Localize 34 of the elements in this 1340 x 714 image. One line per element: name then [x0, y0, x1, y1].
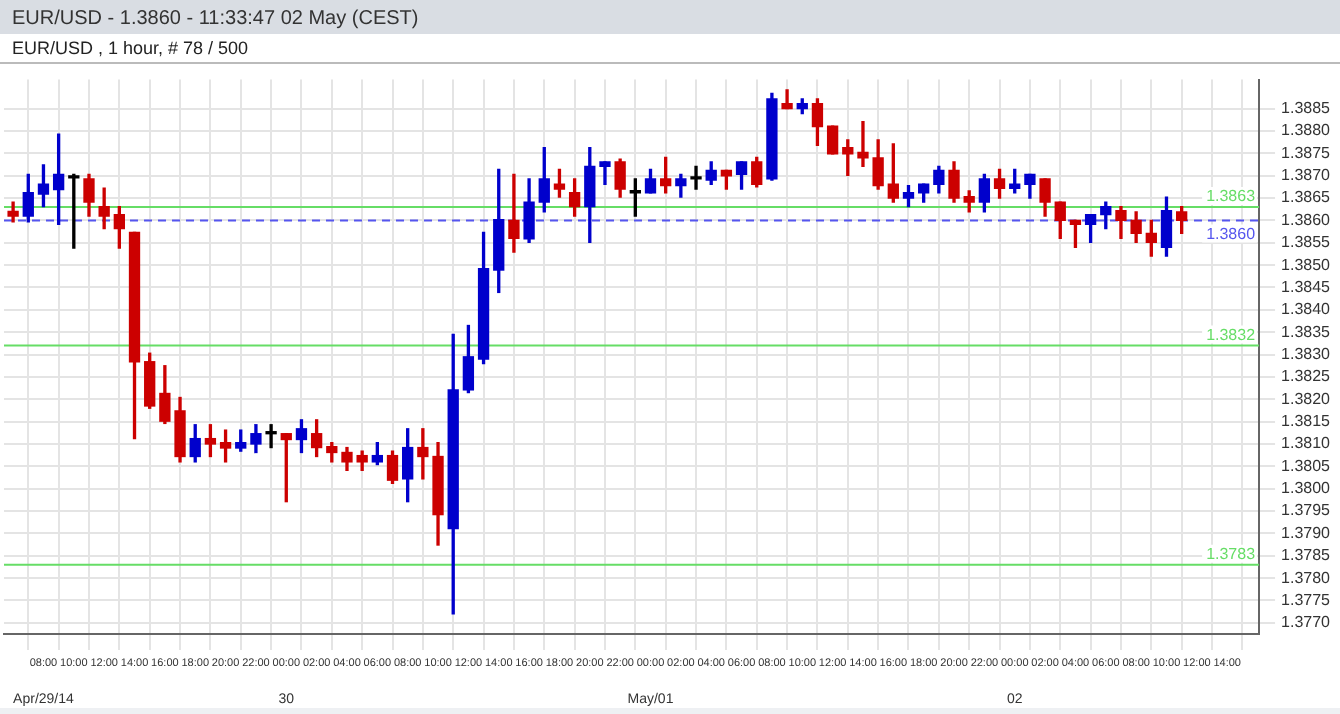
ref-line-label: 1.3832 — [1206, 326, 1257, 345]
y-tick-label: 1.3825 — [1281, 367, 1332, 386]
chart-subtitle: EUR/USD , 1 hour, # 78 / 500 — [0, 34, 1340, 64]
y-tick-label: 1.3855 — [1281, 233, 1332, 252]
y-tick-label: 1.3845 — [1281, 277, 1332, 296]
y-tick-label: 1.3830 — [1281, 344, 1332, 363]
y-tick-label: 1.3870 — [1281, 166, 1332, 185]
ref-line-label: 1.3860 — [1206, 224, 1257, 243]
y-tick-label: 1.3770 — [1281, 613, 1332, 632]
candlestick — [265, 424, 277, 449]
y-tick-label: 1.3805 — [1281, 456, 1332, 475]
y-tick-label: 1.3810 — [1281, 434, 1332, 453]
candlestick — [599, 161, 611, 185]
y-tick-label: 1.3820 — [1281, 389, 1332, 408]
y-tick-label: 1.3835 — [1281, 322, 1332, 341]
y-tick-label: 1.3795 — [1281, 501, 1332, 520]
y-tick-label: 1.3865 — [1281, 188, 1332, 207]
y-tick-label: 1.3885 — [1281, 99, 1332, 118]
y-tick-label: 1.3880 — [1281, 121, 1332, 140]
ref-line-label: 1.3783 — [1206, 545, 1257, 564]
y-tick-label: 1.3800 — [1281, 479, 1332, 498]
y-tick-label: 1.3815 — [1281, 412, 1332, 431]
y-tick-label: 1.3785 — [1281, 546, 1332, 565]
y-tick-label: 1.3860 — [1281, 210, 1332, 229]
y-tick-label: 1.3840 — [1281, 300, 1332, 319]
ref-line-label: 1.3863 — [1206, 187, 1257, 206]
y-tick-label: 1.3790 — [1281, 523, 1332, 542]
y-tick-label: 1.3875 — [1281, 143, 1332, 162]
y-tick-label: 1.3780 — [1281, 568, 1332, 587]
chart-title: EUR/USD - 1.3860 - 11:33:47 02 May (CEST) — [0, 0, 1340, 34]
y-tick-label: 1.3850 — [1281, 255, 1332, 274]
y-tick-label: 1.3775 — [1281, 590, 1332, 609]
candlestick — [690, 165, 702, 190]
candlestick — [508, 173, 520, 253]
